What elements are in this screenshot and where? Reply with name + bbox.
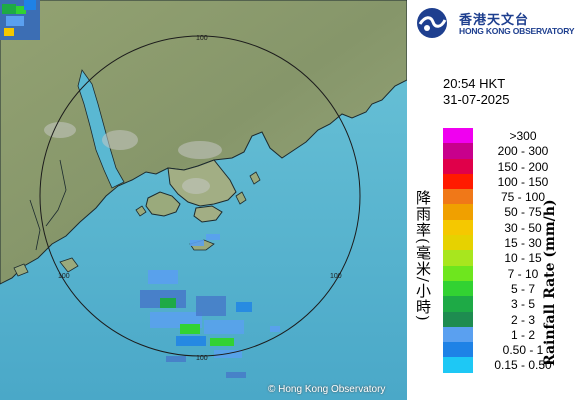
range-ring-label-east: 100 bbox=[330, 273, 342, 280]
legend-label: 30 - 50 bbox=[504, 220, 542, 235]
legend-label: 5 - 7 bbox=[510, 281, 535, 296]
logo-name-zh: 香港天文台 bbox=[459, 13, 530, 28]
legend-label: 75 - 100 bbox=[500, 190, 546, 205]
legend-label: 200 - 300 bbox=[497, 144, 549, 159]
estuary-channel-2 bbox=[29, 159, 67, 251]
range-ring-label-west: 100 bbox=[58, 273, 70, 280]
timestamp-time: 20:54 HKT bbox=[443, 76, 506, 91]
legend-swatch bbox=[443, 128, 473, 144]
legend-swatch bbox=[443, 143, 473, 159]
legend-item: 2 - 3 bbox=[443, 311, 569, 327]
range-ring-label-south: 100 bbox=[196, 355, 208, 362]
legend-label: 10 - 15 bbox=[504, 251, 542, 266]
legend-swatch bbox=[443, 326, 473, 343]
legend-panel: 香港天文台 HONG KONG OBSERVATORY 20:54 HKT 31… bbox=[407, 0, 577, 400]
timestamp-date: 31-07-2025 bbox=[443, 92, 510, 107]
svg-text:Rainfall Rate (mm/h): Rainfall Rate (mm/h) bbox=[542, 199, 558, 366]
legend-swatch bbox=[443, 235, 473, 251]
legend-item: 15 - 30 bbox=[443, 235, 569, 251]
legend-item: 0.15 - 0.50 bbox=[443, 357, 569, 373]
legend-item: 7 - 10 bbox=[443, 265, 569, 281]
legend-swatch bbox=[443, 265, 473, 281]
legend-item: 150 - 200 bbox=[443, 158, 569, 174]
legend-item: 1 - 2 bbox=[443, 326, 569, 343]
legend-label: >300 bbox=[509, 129, 537, 143]
legend-swatch bbox=[443, 189, 473, 205]
timestamp: 20:54 HKT 31-07-2025 bbox=[443, 76, 510, 108]
legend-label: 0.15 - 0.50 bbox=[494, 358, 552, 373]
legend-swatch bbox=[443, 250, 473, 266]
legend-item: >300 bbox=[443, 128, 569, 144]
legend-swatch bbox=[443, 342, 473, 358]
legend-item: 10 - 15 bbox=[443, 250, 569, 266]
legend-swatch bbox=[443, 173, 473, 190]
legend-swatch bbox=[443, 296, 473, 312]
legend-label: 150 - 200 bbox=[497, 159, 549, 174]
legend-label: 50 - 75 bbox=[504, 205, 542, 220]
observatory-logo: 香港天文台 HONG KONG OBSERVATORY bbox=[415, 6, 575, 40]
legend-label: 7 - 10 bbox=[507, 266, 539, 281]
legend-swatch bbox=[443, 219, 473, 236]
legend-item: 200 - 300 bbox=[443, 143, 569, 159]
legend-title-en: Rainfall Rate (mm/h) bbox=[542, 199, 558, 366]
legend-label: 1 - 2 bbox=[510, 327, 535, 342]
rain-echo-northwest bbox=[0, 0, 40, 40]
estuary-channel bbox=[77, 69, 125, 189]
legend-label: 2 - 3 bbox=[510, 312, 535, 327]
hk-island bbox=[193, 205, 223, 223]
legend-swatch bbox=[443, 158, 473, 174]
legend-label: 100 - 150 bbox=[497, 174, 549, 189]
lantau-island bbox=[145, 191, 181, 217]
legend-item: 30 - 50 bbox=[443, 219, 569, 236]
legend-item: 0.50 - 1 bbox=[443, 342, 569, 358]
legend-item: 75 - 100 bbox=[443, 189, 569, 205]
rainfall-legend: >300 200 - 300 150 - 200 100 - 150 75 - 100 5… bbox=[443, 128, 569, 373]
radar-map: 100 100 100 100 bbox=[0, 0, 407, 400]
logo-name-en: HONG KONG OBSERVATORY bbox=[459, 26, 575, 36]
legend-label: 3 - 5 bbox=[510, 297, 535, 312]
legend-swatch bbox=[443, 204, 473, 220]
range-ring-label-north: 100 bbox=[196, 35, 208, 42]
copyright-notice: © Hong Kong Observatory bbox=[268, 384, 386, 395]
legend-item: 3 - 5 bbox=[443, 296, 569, 312]
legend-item: 5 - 7 bbox=[443, 280, 569, 297]
legend-item: 50 - 75 bbox=[443, 204, 569, 220]
hko-emblem-icon bbox=[417, 8, 447, 38]
legend-swatch bbox=[443, 357, 473, 373]
legend-swatch bbox=[443, 311, 473, 327]
rain-echo-south bbox=[140, 234, 280, 378]
legend-swatch bbox=[443, 280, 473, 297]
legend-label: 0.50 - 1 bbox=[502, 343, 544, 358]
legend-label: 15 - 30 bbox=[504, 236, 542, 251]
range-ring bbox=[39, 35, 361, 357]
legend-item: 100 - 150 bbox=[443, 173, 569, 190]
legend-title-zh: 降雨率(毫米/小時) bbox=[414, 190, 432, 322]
